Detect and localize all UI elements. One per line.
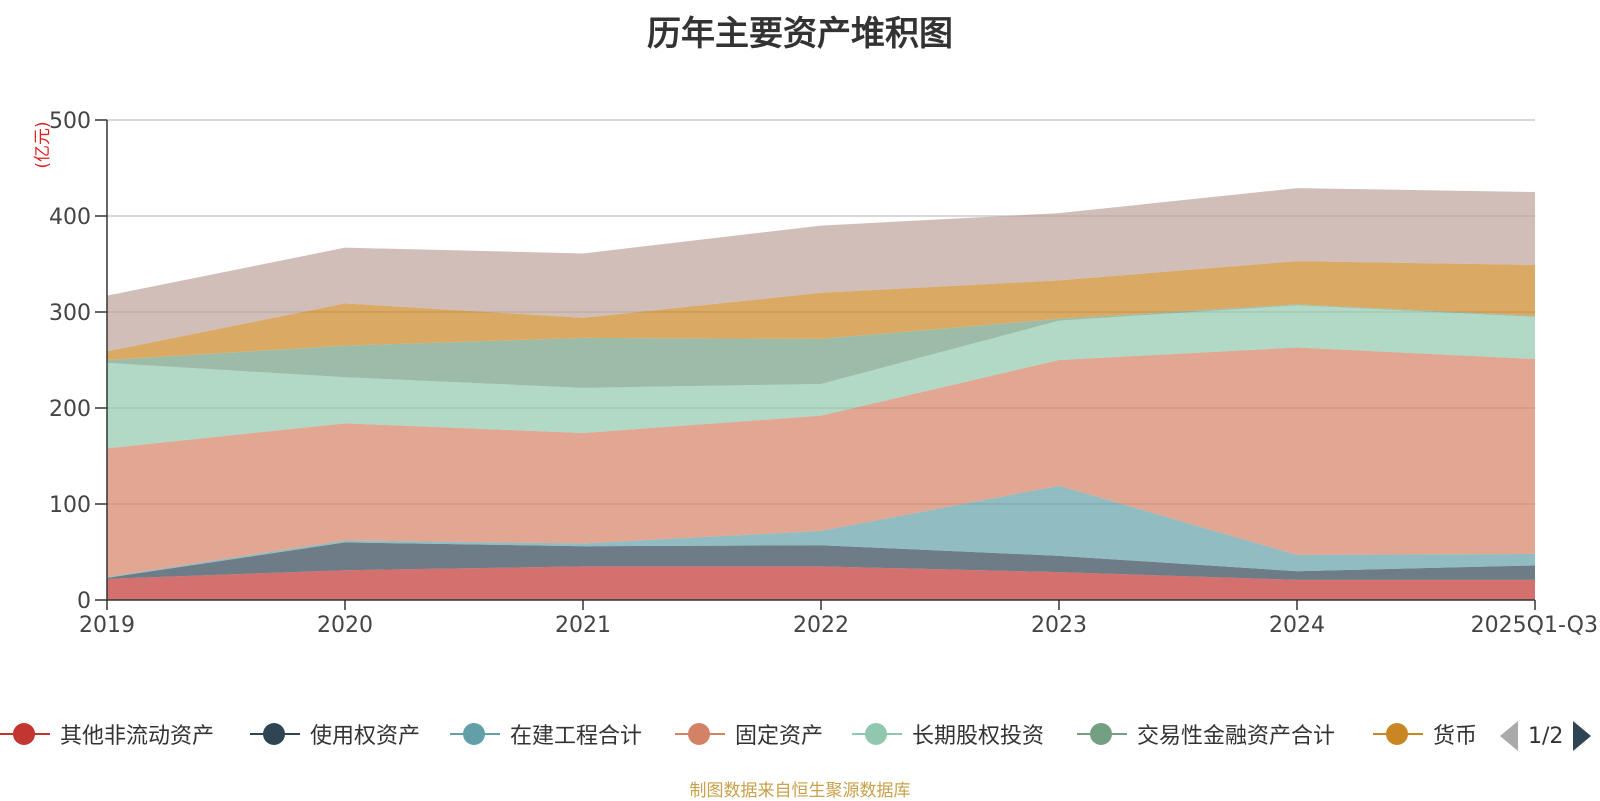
legend-marker-icon — [0, 719, 50, 749]
legend-label: 长期股权投资 — [912, 724, 1045, 749]
source-note: 制图数据来自恒生聚源数据库 — [689, 781, 911, 801]
x-tick-label: 2024 — [1269, 613, 1325, 638]
y-tick-label: 500 — [49, 109, 91, 134]
area-series-0[interactable] — [107, 566, 1535, 600]
legend-label: 使用权资产 — [310, 724, 421, 749]
y-tick-label: 0 — [77, 589, 91, 614]
legend-label: 其他非流动资产 — [60, 724, 215, 749]
legend-prev-page-icon[interactable] — [1500, 721, 1518, 751]
y-tick-label: 400 — [49, 205, 91, 230]
legend-label: 货币 — [1433, 724, 1478, 749]
legend-next-page-icon[interactable] — [1573, 721, 1592, 751]
legend-marker-icon — [852, 719, 902, 749]
legend-marker-icon — [675, 719, 725, 749]
y-axis-unit-label: (亿元) — [33, 121, 53, 168]
legend-item[interactable]: 货币 — [1373, 716, 1477, 752]
legend-item[interactable]: 使用权资产 — [250, 716, 420, 752]
x-tick-label: 2019 — [79, 613, 135, 638]
legend-item[interactable]: 交易性金融资产合计 — [1077, 716, 1335, 752]
axes: 0 100 200 300 400 500 2019 2020 2021 2022 2023 2024… — [49, 109, 1598, 638]
chart-title: 历年主要资产堆积图 — [647, 14, 953, 54]
legend-page-indicator: 1/2 — [1528, 723, 1564, 749]
legend: 其他非流动资产 使用权资产 在建工程合计 固定资产 长期股权投资 交易性金融资产合计 货币 — [0, 716, 1600, 752]
area-series-4[interactable] — [107, 305, 1535, 449]
y-tick-label: 200 — [49, 397, 91, 422]
legend-marker-icon — [1373, 719, 1423, 749]
x-tick-label: 2022 — [793, 613, 849, 638]
x-tick-label: 2023 — [1031, 613, 1087, 638]
legend-item[interactable]: 其他非流动资产 — [0, 716, 214, 752]
legend-item[interactable]: 在建工程合计 — [450, 716, 642, 752]
legend-marker-icon — [1077, 719, 1127, 749]
area-series-2[interactable] — [107, 485, 1535, 578]
legend-item[interactable]: 长期股权投资 — [852, 716, 1044, 752]
legend-label: 固定资产 — [735, 724, 824, 749]
legend-label: 交易性金融资产合计 — [1137, 724, 1336, 749]
legend-marker-icon — [250, 719, 300, 749]
area-series-3[interactable] — [107, 347, 1535, 577]
x-tick-label: 2020 — [317, 613, 373, 638]
area-series-layer — [107, 188, 1535, 600]
legend-item[interactable]: 固定资产 — [675, 716, 823, 752]
area-series-7[interactable] — [107, 188, 1535, 352]
area-series-6[interactable] — [107, 261, 1535, 360]
area-series-5[interactable] — [107, 304, 1535, 388]
legend-marker-icon — [450, 719, 500, 749]
y-tick-label: 100 — [49, 493, 91, 518]
y-tick-label: 300 — [49, 301, 91, 326]
legend-label: 在建工程合计 — [510, 724, 643, 749]
x-tick-label: 2021 — [555, 613, 611, 638]
legend-pager: 1/2 — [1500, 718, 1592, 754]
area-series-1[interactable] — [107, 542, 1535, 580]
x-tick-label: 2025Q1-Q3 — [1471, 613, 1598, 638]
